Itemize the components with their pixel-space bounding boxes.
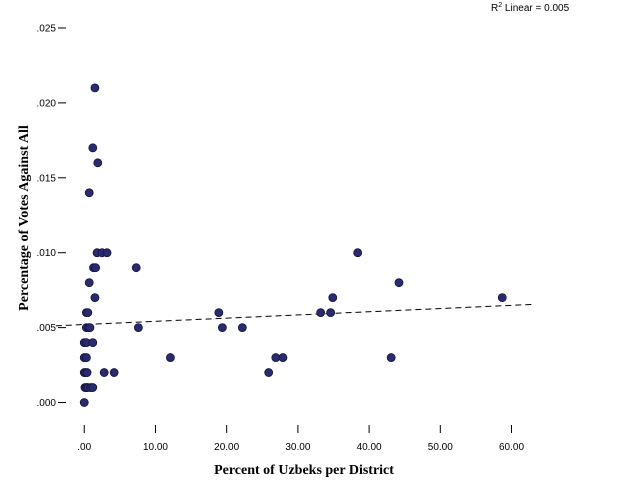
x-tick-label: 40.00 <box>357 442 382 453</box>
data-point <box>82 368 92 377</box>
data-point <box>237 323 247 333</box>
data-point <box>217 323 227 333</box>
fit-label-suffix: Linear = 0.005 <box>502 3 569 14</box>
data-point <box>88 143 98 153</box>
data-point <box>316 308 326 318</box>
x-tick-label: 30.00 <box>285 442 310 453</box>
data-points <box>79 83 507 407</box>
y-tick-label: .025 <box>37 23 57 34</box>
data-point <box>386 353 396 362</box>
data-point <box>133 323 143 333</box>
data-point <box>84 278 94 288</box>
data-point <box>131 263 141 273</box>
fit-line-layer <box>55 303 533 327</box>
y-tick-label: .005 <box>37 323 57 334</box>
data-point <box>90 293 100 303</box>
x-tick-label: 50.00 <box>428 442 453 453</box>
data-point <box>214 308 224 318</box>
data-point <box>264 368 274 377</box>
x-tick-label: 10.00 <box>143 442 168 453</box>
x-tick-label: 20.00 <box>214 442 239 453</box>
data-point <box>102 248 112 258</box>
x-tick-label: 60.00 <box>499 442 524 453</box>
data-point <box>81 353 91 362</box>
data-point <box>88 383 98 392</box>
fit-label-superscript: 2 <box>498 2 502 9</box>
y-axis-title: Percentage of Votes Against All <box>17 125 32 311</box>
data-point <box>79 398 89 407</box>
y-tick-label: .020 <box>37 98 57 109</box>
data-point <box>166 353 175 362</box>
data-point <box>353 248 363 258</box>
data-point <box>85 323 95 333</box>
fit-line <box>55 303 533 327</box>
data-point <box>84 188 94 198</box>
fit-line-label: R2 Linear = 0.005 <box>491 2 570 14</box>
data-point <box>99 368 109 377</box>
x-axis: .00 10.00 20.00 30.00 40.00 50.00 60.00 <box>77 425 524 453</box>
x-axis-title: Percent of Uzbeks per District <box>214 463 394 478</box>
y-tick-label: .000 <box>37 398 57 409</box>
y-tick-label: .010 <box>37 248 57 259</box>
data-point <box>91 263 101 273</box>
fit-label-prefix: R <box>491 3 498 14</box>
y-axis: .000 .005 .010 .015 .020 .025 <box>37 23 66 409</box>
data-point <box>88 338 98 347</box>
data-point <box>90 83 100 93</box>
data-point <box>83 308 93 318</box>
x-tick-label: .00 <box>77 442 91 453</box>
data-point <box>326 308 336 318</box>
data-point <box>497 293 507 303</box>
data-point <box>328 293 338 303</box>
data-point <box>93 158 103 168</box>
data-point <box>278 353 288 362</box>
data-point <box>109 368 119 377</box>
data-point <box>394 278 404 288</box>
y-tick-label: .015 <box>37 173 57 184</box>
